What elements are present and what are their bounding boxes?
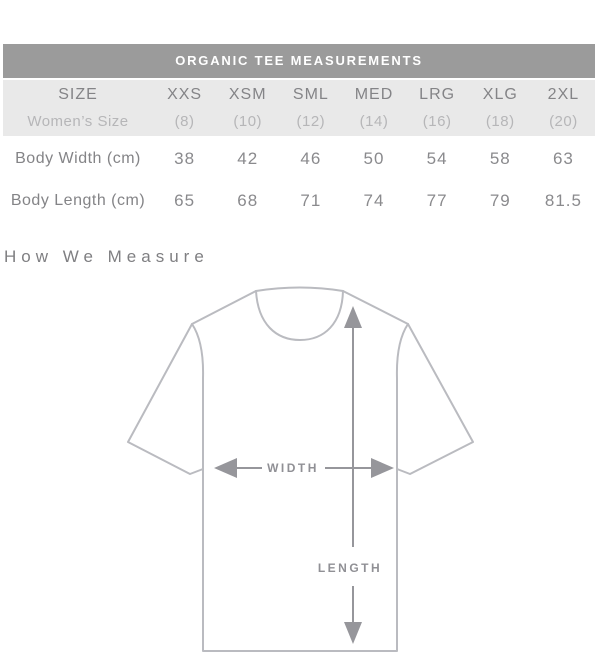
size-chart-title: ORGANIC TEE MEASUREMENTS [3,44,595,78]
length-label: LENGTH [318,561,382,575]
womens-size-value: (14) [359,112,389,130]
size-col-xsm: XSM [228,86,267,103]
size-col-xlg: XLG [482,86,518,103]
body-length-value: 77 [426,191,448,210]
size-col-sml: SML [292,86,329,103]
womens-size-value: (20) [549,112,578,130]
size-col-lrg: LRG [419,86,456,103]
womens-size-row-label: Women’s Size [27,112,129,130]
width-arrow-icon [214,458,394,478]
size-row-label: SIZE [58,86,98,103]
size-col-xxs: XXS [167,86,203,103]
size-col-med: MED [354,86,394,103]
body-width-value: 50 [363,149,385,168]
how-we-measure-heading: How We Measure [4,247,209,266]
womens-size-value: (12) [296,112,326,130]
body-width-row: Body Width (cm) 38 42 46 50 54 58 63 [3,138,595,180]
womens-size-value: (18) [485,112,515,130]
body-length-row: Body Length (cm) 65 68 71 74 77 79 81.5 [3,180,595,222]
body-length-value: 71 [300,191,322,210]
body-length-value: 65 [174,191,196,210]
body-length-value: 81.5 [544,191,582,210]
body-length-value: 74 [363,191,385,210]
body-length-value: 79 [489,191,511,210]
size-col-2xl: 2XL [547,86,580,103]
body-length-value: 68 [237,191,259,210]
womens-size-value: (16) [422,112,452,130]
womens-size-value: (8) [174,112,195,130]
body-width-value: 58 [489,149,511,168]
body-width-label: Body Width (cm) [15,150,141,167]
size-chart: ORGANIC TEE MEASUREMENTS SIZE XXS XSM SM… [3,44,595,222]
womens-size-value: (10) [233,112,263,130]
body-width-value: 38 [174,149,196,168]
body-width-value: 42 [237,149,259,168]
body-width-value: 46 [300,149,322,168]
size-row: SIZE XXS XSM SML MED LRG XLG 2XL [3,82,595,108]
tshirt-outline-icon [127,286,474,652]
body-length-label: Body Length (cm) [10,192,146,209]
measurement-rows: Body Width (cm) 38 42 46 50 54 58 63 Bod… [3,138,595,222]
body-width-value: 54 [426,149,448,168]
width-label: WIDTH [267,461,319,475]
womens-size-row: Women’s Size (8) (10) (12) (14) (16) (18… [3,108,595,134]
body-width-value: 63 [552,149,574,168]
length-arrow-icon [344,306,362,644]
size-header-band: SIZE XXS XSM SML MED LRG XLG 2XL Women’s… [3,80,595,136]
